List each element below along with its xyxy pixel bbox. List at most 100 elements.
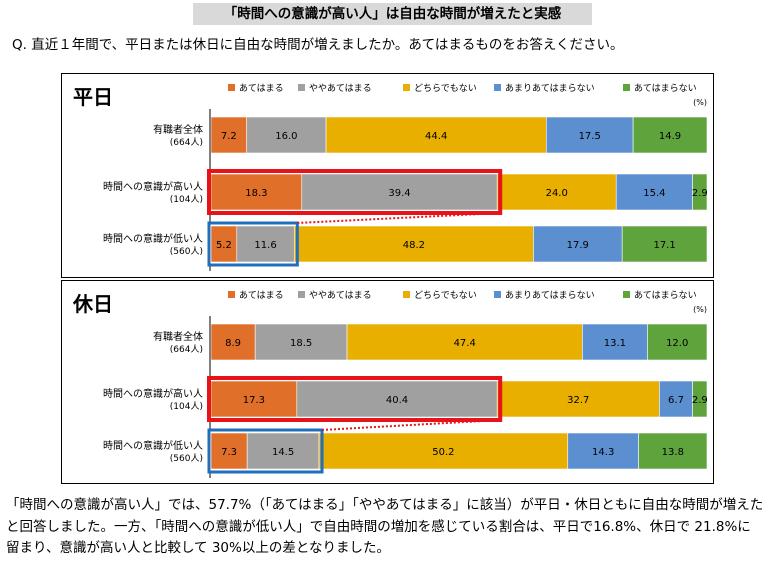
- legend-swatch-atehamaru: [228, 291, 235, 298]
- legend-label-amari-atehamaranai: あまりあてはまらない: [505, 290, 595, 301]
- data-label: 39.4: [388, 188, 410, 199]
- data-label: 16.0: [275, 131, 297, 142]
- legend-label-yaya-atehamaru: ややあてはまる: [309, 290, 372, 301]
- category-label: 時間への意識が低い人: [103, 232, 203, 245]
- category-count: (104人): [170, 401, 203, 412]
- legend-label-dochiramonai: どちらでもない: [414, 83, 477, 94]
- bar-segment-atehamaranai: [692, 380, 708, 418]
- weekday-chart: 平日 あてはまる ややあてはまる どちらでもない あまりあてはまらない あてはまらない (%…: [73, 83, 708, 271]
- bar-segment-dochiramonai: [346, 323, 583, 361]
- bar-segment-yaya-atehamaru: [254, 323, 348, 361]
- legend-label-atehamaranai: あてはまらない: [634, 83, 697, 94]
- category-label: 時間への意識が低い人: [103, 439, 203, 452]
- bar-segment-amari-atehamaranai: [567, 432, 639, 470]
- legend-swatch-dochiramonai: [403, 84, 410, 91]
- category-count: (560人): [170, 453, 203, 464]
- bar-segment-yaya-atehamaru: [236, 225, 295, 263]
- weekday-panel: 平日 あてはまる ややあてはまる どちらでもない あまりあてはまらない あてはまらない (%…: [61, 73, 714, 278]
- legend-swatch-yaya-atehamaru: [298, 84, 305, 91]
- bar-segment-atehamaranai: [632, 116, 708, 154]
- bar-segment-atehamaranai: [692, 173, 708, 211]
- data-label: 44.4: [425, 131, 447, 142]
- data-label: 2.9: [692, 188, 708, 199]
- bar-segment-atehamaranai: [647, 323, 708, 361]
- highlight-connector: [297, 212, 501, 224]
- data-label: 48.2: [403, 240, 425, 251]
- legend-label-yaya-atehamaru: ややあてはまる: [309, 83, 372, 94]
- legend-swatch-atehamaranai: [623, 84, 630, 91]
- survey-question: Q. 直近１年間で、平日または休日に自由な時間が増えましたか。あてはまるものをお…: [12, 37, 624, 53]
- data-label: 14.3: [592, 447, 614, 458]
- data-label: 24.0: [546, 188, 568, 199]
- highlight-box-high: [207, 169, 503, 215]
- highlight-connector: [321, 419, 501, 431]
- data-label: 5.2: [216, 240, 232, 251]
- legend-label-atehamaranai: あてはまらない: [634, 290, 697, 301]
- legend-label-atehamaru: あてはまる: [239, 290, 284, 301]
- highlight-box-high: [207, 376, 503, 422]
- bar-segment-atehamaru: [210, 380, 298, 418]
- bar-segment-atehamaru: [210, 225, 238, 263]
- category-label: 有職者全体: [153, 330, 203, 343]
- legend-swatch-amari-atehamaranai: [494, 84, 501, 91]
- panel-title: 休日: [72, 292, 113, 316]
- holiday-chart: 休日 あてはまる ややあてはまる どちらでもない あまりあてはまらない あてはまらない (%…: [72, 290, 708, 478]
- category-count: (664人): [170, 137, 203, 148]
- data-label: 17.5: [579, 131, 601, 142]
- bar-segment-yaya-atehamaru: [246, 116, 327, 154]
- data-label: 7.2: [221, 131, 237, 142]
- data-label: 15.4: [643, 188, 665, 199]
- panel-title: 平日: [73, 85, 113, 109]
- legend-swatch-atehamaranai: [623, 291, 630, 298]
- category-count: (664人): [170, 344, 203, 355]
- data-label: 17.9: [567, 240, 589, 251]
- data-label: 18.3: [245, 188, 267, 199]
- data-label: 18.5: [290, 338, 312, 349]
- data-label: 12.0: [666, 338, 688, 349]
- legend-swatch-yaya-atehamaru: [298, 291, 305, 298]
- bar-segment-amari-atehamaranai: [582, 323, 648, 361]
- bar-segment-yaya-atehamaru: [296, 380, 498, 418]
- data-label: 40.4: [386, 395, 408, 406]
- data-label: 47.4: [454, 338, 476, 349]
- unit-label: (%): [693, 98, 707, 107]
- data-label: 11.6: [254, 240, 276, 251]
- data-label: 14.5: [272, 447, 294, 458]
- category-count: (104人): [170, 194, 203, 205]
- legend-label-dochiramonai: どちらでもない: [414, 290, 477, 301]
- data-label: 8.9: [225, 338, 241, 349]
- bar-segment-atehamaru: [210, 323, 256, 361]
- bar-segment-atehamaru: [210, 173, 303, 211]
- footer-summary: 「時間への意識が高い人」では、57.7%（「あてはまる」「ややあてはまる」に該当…: [6, 497, 764, 556]
- category-label: 有職者全体: [153, 123, 203, 136]
- legend-swatch-amari-atehamaranai: [494, 291, 501, 298]
- data-label: 32.7: [567, 395, 589, 406]
- data-label: 7.3: [221, 447, 237, 458]
- bar-segment-dochiramonai: [325, 116, 547, 154]
- bar-segment-amari-atehamaranai: [533, 225, 623, 263]
- bar-segment-atehamaru: [210, 432, 248, 470]
- legend-swatch-dochiramonai: [403, 291, 410, 298]
- bar-segment-amari-atehamaranai: [615, 173, 693, 211]
- bar-segment-dochiramonai: [294, 225, 534, 263]
- category-label: 時間への意識が高い人: [103, 180, 203, 193]
- data-label: 13.1: [604, 338, 626, 349]
- data-label: 50.2: [432, 447, 454, 458]
- unit-label: (%): [693, 305, 707, 314]
- chart-title-banner: 「時間への意識が高い人」は自由な時間が増えたと実感: [193, 3, 592, 25]
- highlight-box-low: [207, 428, 324, 474]
- category-label: 時間への意識が高い人: [103, 387, 203, 400]
- bar-segment-atehamaranai: [638, 432, 708, 470]
- data-label: 17.3: [243, 395, 265, 406]
- bar-segment-atehamaranai: [621, 225, 708, 263]
- data-label: 2.9: [692, 395, 708, 406]
- data-label: 6.7: [668, 395, 684, 406]
- data-label: 17.1: [653, 240, 675, 251]
- legend-label-atehamaru: あてはまる: [239, 83, 284, 94]
- data-label: 13.8: [662, 447, 684, 458]
- holiday-panel: 休日 あてはまる ややあてはまる どちらでもない あまりあてはまらない あてはまらない (%…: [61, 280, 714, 484]
- category-count: (560人): [170, 246, 203, 257]
- bar-segment-dochiramonai: [496, 173, 617, 211]
- legend-label-amari-atehamaranai: あまりあてはまらない: [505, 83, 595, 94]
- bar-segment-amari-atehamaranai: [659, 380, 693, 418]
